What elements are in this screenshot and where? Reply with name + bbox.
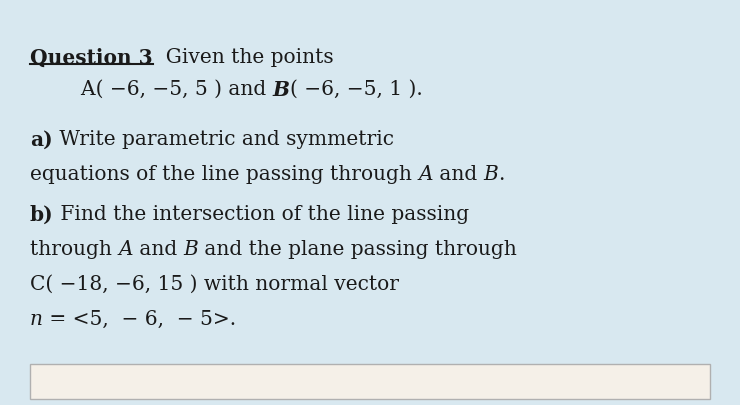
Text: Write parametric and symmetric: Write parametric and symmetric — [53, 130, 394, 149]
Text: = <5,  − 6,  − 5>.: = <5, − 6, − 5>. — [43, 309, 236, 328]
Text: A( −6, −5, 5 ) and: A( −6, −5, 5 ) and — [30, 80, 272, 99]
Text: A: A — [418, 164, 433, 183]
Text: Given the points: Given the points — [152, 48, 333, 67]
Text: B: B — [272, 80, 289, 100]
Text: through: through — [30, 239, 118, 258]
Text: .: . — [498, 164, 505, 183]
Text: equations of the line passing through: equations of the line passing through — [30, 164, 418, 183]
Text: b): b) — [30, 205, 53, 224]
Text: C( −18, −6, 15 ) with normal vector: C( −18, −6, 15 ) with normal vector — [30, 274, 399, 293]
Text: Question 3: Question 3 — [30, 48, 152, 68]
Text: Find the intersection of the line passing: Find the intersection of the line passin… — [53, 205, 468, 224]
Text: ( −6, −5, 1 ).: ( −6, −5, 1 ). — [289, 80, 423, 99]
Text: and: and — [132, 239, 184, 258]
Text: B: B — [184, 239, 198, 258]
Text: and: and — [433, 164, 483, 183]
Text: a): a) — [30, 130, 53, 149]
Text: and the plane passing through: and the plane passing through — [198, 239, 517, 258]
Text: B: B — [483, 164, 498, 183]
Text: n: n — [30, 309, 43, 328]
Text: A: A — [118, 239, 132, 258]
FancyBboxPatch shape — [30, 364, 710, 399]
